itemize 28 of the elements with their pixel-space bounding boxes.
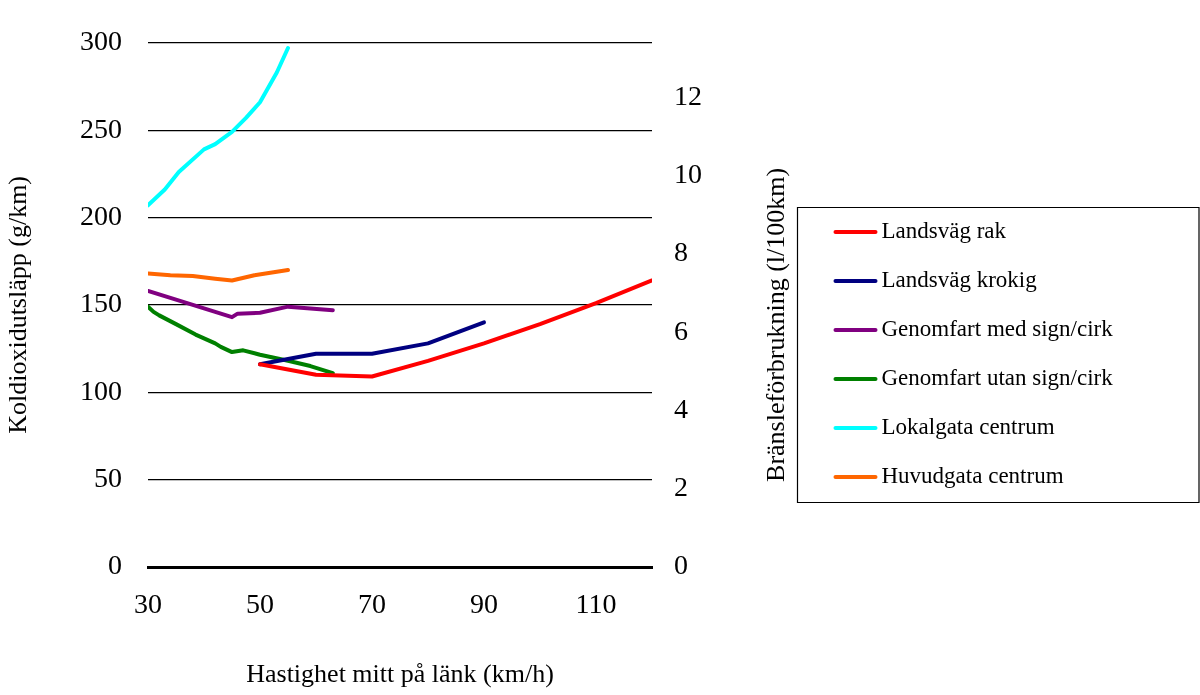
y2-tick-label: 6 xyxy=(674,314,688,346)
y-tick-label: 150 xyxy=(80,287,122,319)
legend-label: Genomfart med sign/cirk xyxy=(881,316,1114,342)
legend-label: Genomfart utan sign/cirk xyxy=(881,365,1114,391)
x-tick-label: 50 xyxy=(246,588,274,620)
y-tick-label: 250 xyxy=(80,112,122,144)
x-tick-label: 110 xyxy=(575,588,617,620)
y-tick-label: 0 xyxy=(108,549,122,581)
y2-tick-label: 12 xyxy=(674,79,702,111)
y-axis-title: Koldioxidutsläpp (g/km) xyxy=(3,175,33,434)
y2-tick-label: 8 xyxy=(674,236,688,268)
y2-tick-label: 2 xyxy=(674,471,688,503)
y2-tick-label: 0 xyxy=(674,549,688,581)
y2-tick-label: 10 xyxy=(674,158,702,190)
x-tick-label: 90 xyxy=(470,588,498,620)
legend-label: Landsväg rak xyxy=(881,218,1007,244)
legend-label: Landsväg krokig xyxy=(881,267,1038,293)
y2-axis-title: Bränsleförbrukning (l/100km) xyxy=(760,167,790,482)
y-tick-label: 200 xyxy=(80,199,122,231)
x-axis-title: Hastighet mitt på länk (km/h) xyxy=(246,659,554,689)
y2-tick-label: 4 xyxy=(674,392,688,424)
y-tick-label: 100 xyxy=(80,374,122,406)
y-tick-label: 300 xyxy=(80,25,122,57)
y-tick-label: 50 xyxy=(94,461,122,493)
legend-label: Huvudgata centrum xyxy=(881,463,1064,489)
x-tick-label: 30 xyxy=(134,588,162,620)
legend-label: Lokalgata centrum xyxy=(881,414,1055,440)
x-tick-label: 70 xyxy=(358,588,386,620)
